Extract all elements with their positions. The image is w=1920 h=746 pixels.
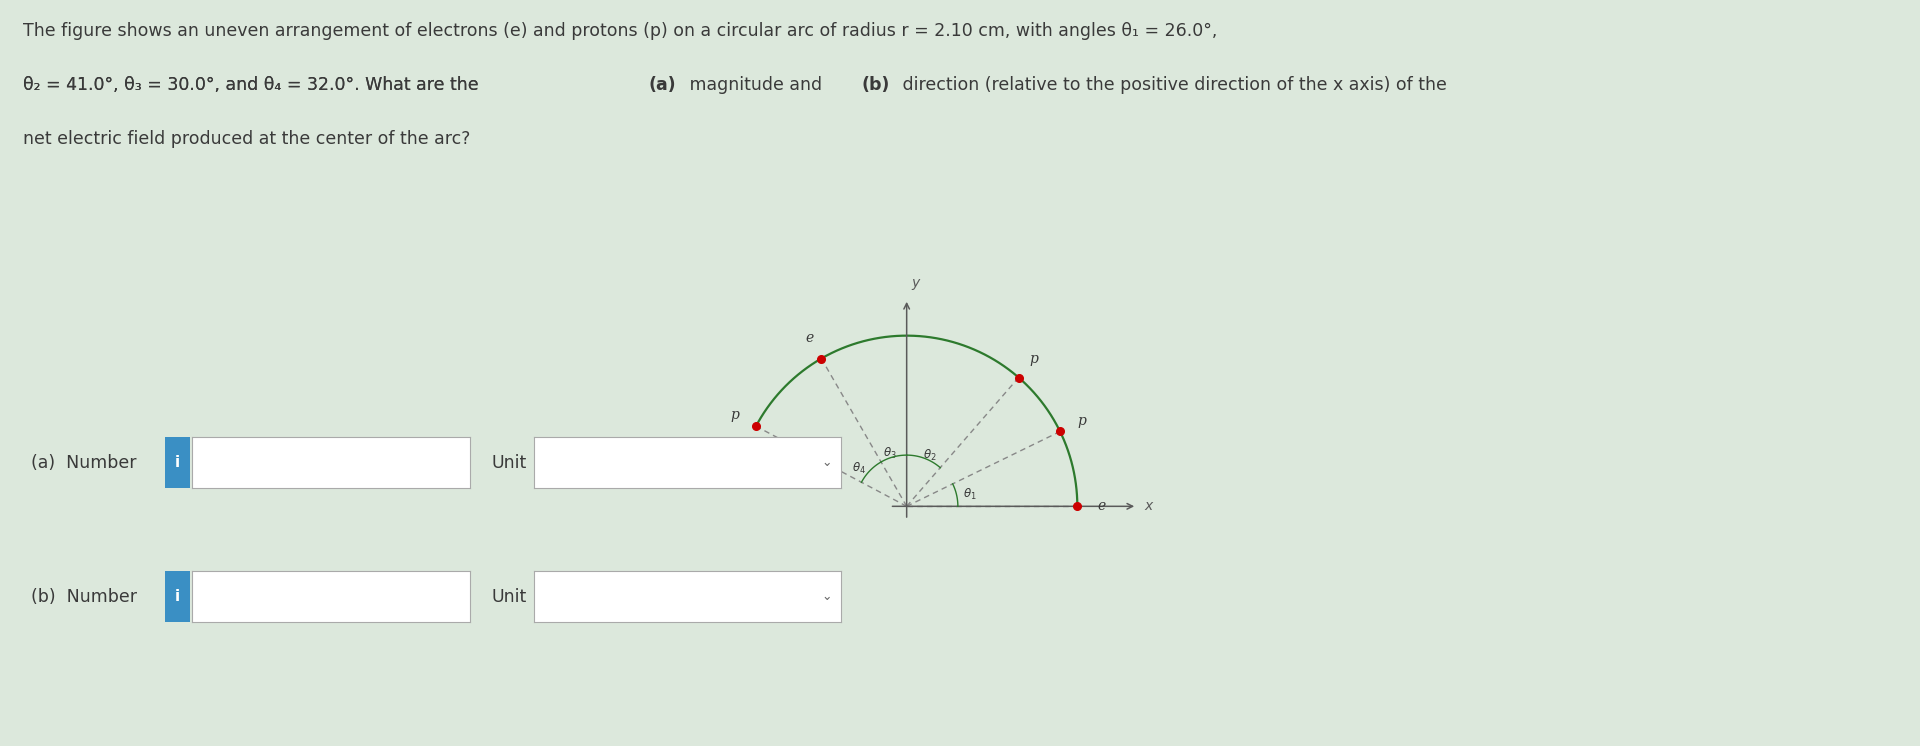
Text: (a): (a): [649, 76, 676, 94]
Text: i: i: [175, 455, 180, 470]
Text: θ₂ = 41.0°, θ₃ = 30.0°, and θ₄ = 32.0°. What are the: θ₂ = 41.0°, θ₃ = 30.0°, and θ₄ = 32.0°. …: [23, 76, 484, 94]
Text: ⌄: ⌄: [822, 456, 831, 469]
Text: e: e: [804, 330, 814, 345]
Text: $\theta_4$: $\theta_4$: [852, 461, 866, 476]
Text: ⌄: ⌄: [822, 590, 831, 604]
Text: p: p: [1077, 414, 1087, 428]
Text: $\theta_1$: $\theta_1$: [964, 487, 977, 502]
Text: $\theta_3$: $\theta_3$: [883, 446, 897, 461]
Text: i: i: [175, 589, 180, 604]
Text: Unit: Unit: [492, 454, 526, 471]
Text: y: y: [912, 277, 920, 290]
Text: $\theta_2$: $\theta_2$: [924, 448, 937, 463]
Text: (b): (b): [862, 76, 889, 94]
Text: p: p: [1029, 352, 1039, 366]
Text: p: p: [730, 408, 739, 422]
Text: direction (relative to the positive direction of the x axis) of the: direction (relative to the positive dire…: [897, 76, 1446, 94]
Text: x: x: [1144, 499, 1152, 513]
Text: e: e: [1096, 499, 1106, 513]
Text: magnitude and: magnitude and: [684, 76, 828, 94]
Text: (a)  Number: (a) Number: [31, 454, 136, 471]
Text: θ₂ = 41.0°, θ₃ = 30.0°, and θ₄ = 32.0°. What are the: θ₂ = 41.0°, θ₃ = 30.0°, and θ₄ = 32.0°. …: [23, 76, 484, 94]
Text: net electric field produced at the center of the arc?: net electric field produced at the cente…: [23, 130, 470, 148]
Text: The figure shows an uneven arrangement of electrons (e) and protons (p) on a cir: The figure shows an uneven arrangement o…: [23, 22, 1217, 40]
Text: Unit: Unit: [492, 588, 526, 606]
Text: (b)  Number: (b) Number: [31, 588, 136, 606]
